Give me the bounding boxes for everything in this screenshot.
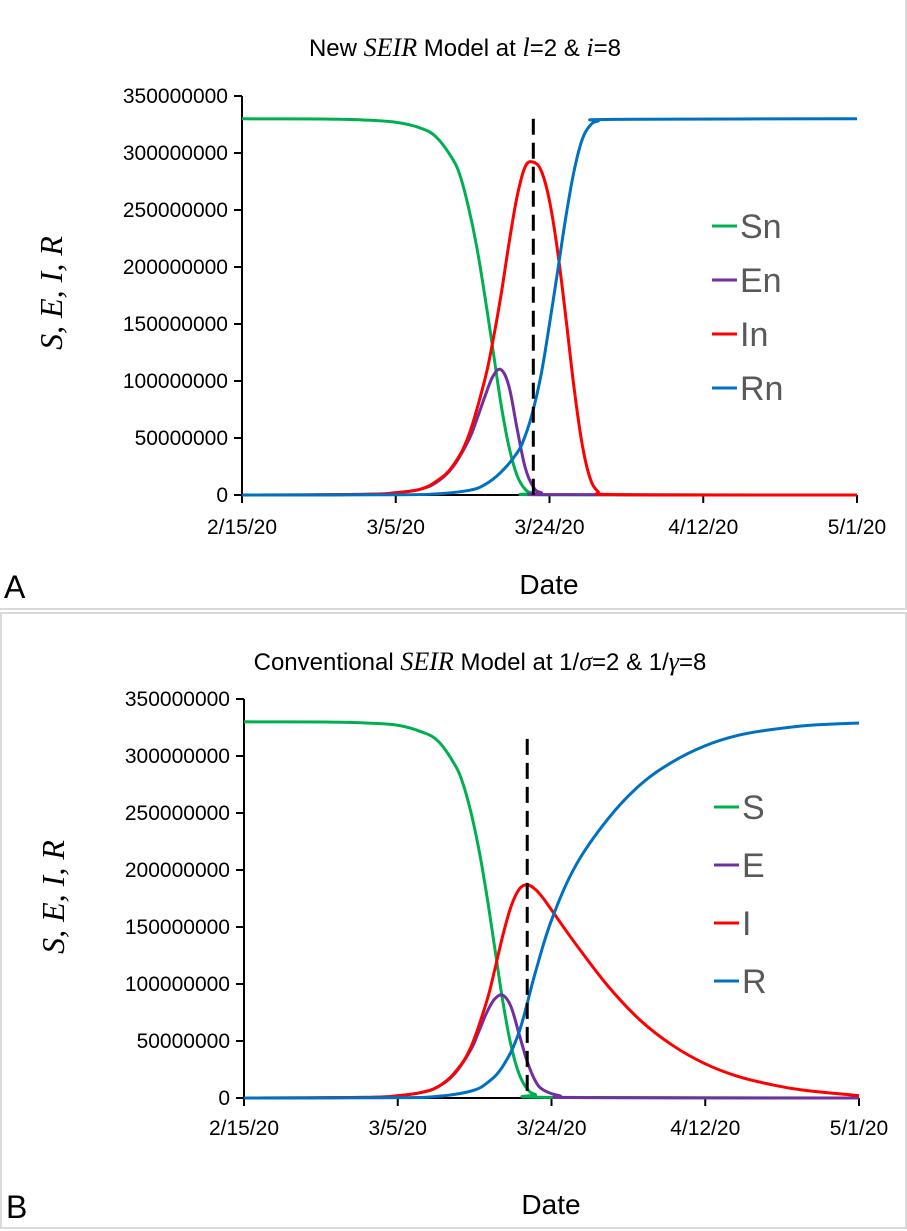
chart-b-y-tick-label: 50000000 — [137, 1030, 230, 1053]
chart-a-title: New SEIR Model at l=2 & i=8 — [309, 33, 621, 62]
chart-a-x-tick-label: 2/15/20 — [207, 516, 277, 539]
chart-b-series-s — [243, 720, 860, 1100]
chart-a-xlabel: Date — [519, 569, 578, 600]
chart-b-y-tick-label: 300000000 — [125, 745, 230, 768]
chart-b-x-tick-label: 3/5/20 — [369, 1117, 427, 1140]
chart-a-y-tick-label: 100000000 — [123, 370, 228, 393]
chart-a-y-tick-label: 200000000 — [123, 256, 228, 279]
chart-a-x-tick-label: 3/24/20 — [514, 516, 584, 539]
chart-a-y-tick-label: 150000000 — [123, 313, 228, 336]
chart-a-y-tick-label: 0 — [216, 484, 228, 507]
chart-a-y-tick-label: 50000000 — [135, 427, 228, 450]
chart-a-x-tick-label: 3/5/20 — [367, 516, 425, 539]
chart-b-y-tick-label: 200000000 — [125, 859, 230, 882]
chart-b-legend-label-s: S — [742, 789, 765, 827]
chart-a-x-tick-label: 4/12/20 — [668, 516, 738, 539]
chart-a-series-rn — [241, 117, 858, 497]
chart-a-series-sn — [241, 117, 858, 497]
chart-b-legend-label-i: I — [742, 905, 751, 943]
chart-a-ylabel: S, E, I, R — [33, 236, 69, 350]
panel-b-letter: B — [6, 1189, 27, 1225]
chart-b-x-tick-label: 2/15/20 — [209, 1117, 279, 1140]
chart-a-y-tick-label: 300000000 — [123, 142, 228, 165]
chart-a-legend-label-en: En — [740, 262, 782, 300]
chart-b-y-tick-label: 250000000 — [125, 802, 230, 825]
chart-b-series-r — [243, 721, 860, 1100]
chart-b-x-tick-label: 3/24/20 — [516, 1117, 586, 1140]
chart-a-series-in — [241, 160, 857, 497]
chart-a-plot: 0 50000000 100000000 150000000 200000000 2500… — [123, 85, 886, 539]
chart-b-y-tick-label: 0 — [218, 1087, 230, 1110]
chart-a-legend-label-in: In — [740, 316, 768, 354]
chart-b: Conventional SEIR Model at 1/σ=2 & 1/γ=8… — [6, 647, 888, 1225]
chart-b-y-tick-label: 100000000 — [125, 973, 230, 996]
chart-a-y-tick-label: 250000000 — [123, 199, 228, 222]
chart-b-plot: 0 50000000 100000000 150000000 200000000 2500… — [125, 688, 888, 1140]
chart-b-legend-label-r: R — [742, 963, 767, 1001]
chart-a-x-tick-label: 5/1/20 — [828, 516, 886, 539]
chart-a-legend-label-sn: Sn — [740, 208, 782, 246]
chart-a-y-tick-label: 350000000 — [123, 85, 228, 108]
chart-b-y-tick-label: 150000000 — [125, 916, 230, 939]
chart-b-x-tick-label: 5/1/20 — [830, 1117, 888, 1140]
chart-b-ylabel: S, E, I, R — [35, 840, 71, 954]
panel-a: New SEIR Model at l=2 & i=8 S, E, I, R 0… — [0, 0, 907, 610]
chart-b-y-tick-label: 350000000 — [125, 688, 230, 711]
chart-a: New SEIR Model at l=2 & i=8 S, E, I, R 0… — [4, 33, 886, 605]
panel-a-letter: A — [4, 569, 26, 605]
chart-a-legend-label-rn: Rn — [740, 370, 783, 408]
chart-b-x-tick-label: 4/12/20 — [670, 1117, 740, 1140]
chart-b-xlabel: Date — [521, 1189, 580, 1220]
panel-b: Conventional SEIR Model at 1/σ=2 & 1/γ=8… — [0, 612, 907, 1229]
chart-b-title: Conventional SEIR Model at 1/σ=2 & 1/γ=8 — [254, 647, 707, 676]
chart-b-legend-label-e: E — [742, 847, 765, 885]
